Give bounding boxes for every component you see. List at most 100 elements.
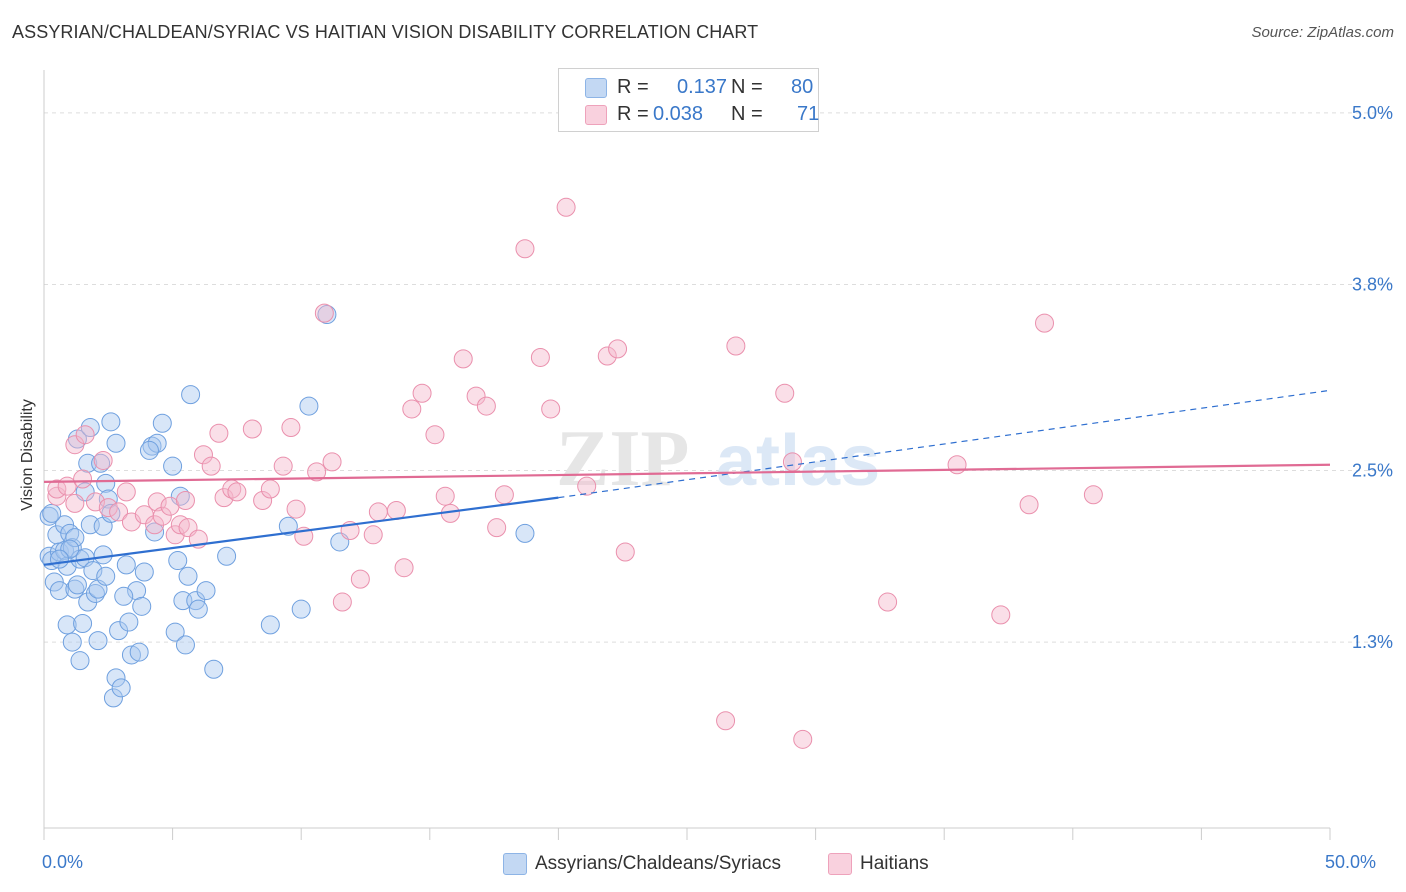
point-haitians (75, 425, 95, 445)
point-haitians (350, 569, 370, 589)
x-tick-max: 50.0% (1325, 852, 1377, 872)
y-tick-label: 2.5% (1352, 460, 1393, 480)
point-haitians (322, 452, 342, 472)
point-assyrians (163, 456, 183, 476)
point-assyrians (103, 688, 123, 708)
point-haitians (242, 419, 262, 439)
point-haitians (716, 711, 736, 731)
point-haitians (253, 490, 273, 510)
point-assyrians (175, 635, 195, 655)
point-assyrians (70, 651, 90, 671)
legend-swatch-blue (585, 78, 607, 98)
point-assyrians (96, 473, 116, 493)
point-assyrians (260, 615, 280, 635)
point-haitians (193, 445, 213, 465)
point-assyrians (168, 551, 188, 571)
legend-swatch-blue (503, 853, 527, 875)
stats-legend: R = 0.137 N = 80 R = 0.038 N = 71 (558, 68, 819, 132)
point-assyrians (106, 668, 126, 688)
point-assyrians (196, 581, 216, 601)
point-haitians (307, 462, 327, 482)
chart-title: ASSYRIAN/CHALDEAN/SYRIAC VS HAITIAN VISI… (12, 22, 759, 42)
point-haitians (209, 423, 229, 443)
point-haitians (726, 336, 746, 356)
point-assyrians (515, 523, 535, 543)
point-assyrians (111, 678, 131, 698)
point-haitians (152, 506, 172, 526)
point-assyrians (139, 440, 159, 460)
point-assyrians (165, 622, 185, 642)
point-haitians (65, 435, 85, 455)
point-haitians (453, 349, 473, 369)
point-assyrians (73, 613, 93, 633)
point-assyrians (91, 453, 111, 473)
point-assyrians (65, 528, 85, 548)
point-assyrians (152, 413, 172, 433)
point-haitians (147, 492, 167, 512)
point-assyrians (93, 545, 113, 565)
point-haitians (273, 456, 293, 476)
point-haitians (314, 303, 334, 323)
point-haitians (363, 525, 383, 545)
point-haitians (466, 386, 486, 406)
point-assyrians (60, 539, 80, 559)
point-haitians (412, 383, 432, 403)
series-assyrians (39, 305, 535, 708)
point-haitians (556, 197, 576, 217)
point-haitians (530, 347, 550, 367)
point-haitians (281, 418, 301, 438)
n-value: 80 (791, 76, 814, 98)
point-assyrians (291, 599, 311, 619)
point-haitians (775, 383, 795, 403)
point-assyrians (83, 561, 103, 581)
point-haitians (1019, 495, 1039, 515)
r-value: 0.038 (653, 103, 704, 125)
point-assyrians (178, 566, 198, 586)
trend-line-assyrians-extension (558, 389, 1331, 499)
point-assyrians (39, 506, 59, 526)
point-haitians (487, 518, 507, 538)
y-tick-label: 3.8% (1352, 275, 1393, 295)
point-haitians (991, 605, 1011, 625)
point-haitians (402, 399, 422, 419)
point-haitians (73, 469, 93, 489)
point-assyrians (278, 516, 298, 536)
trend-line-assyrians (43, 496, 559, 566)
n-value: 71 (797, 103, 820, 125)
point-assyrians (181, 385, 201, 405)
point-haitians (577, 476, 597, 496)
r-label: R = (617, 103, 649, 125)
point-haitians (93, 450, 113, 470)
point-haitians (793, 729, 813, 749)
point-assyrians (62, 632, 82, 652)
x-tick-min: 0.0% (42, 852, 84, 872)
point-assyrians (49, 581, 69, 601)
point-haitians (515, 239, 535, 259)
point-haitians (435, 486, 455, 506)
point-assyrians (42, 503, 62, 523)
watermark-zip: ZIP (556, 415, 689, 503)
point-assyrians (127, 581, 147, 601)
point-haitians (541, 399, 561, 419)
point-haitians (1035, 313, 1055, 333)
point-assyrians (96, 566, 116, 586)
point-haitians (368, 502, 388, 522)
legend-swatch-pink (585, 105, 607, 125)
point-assyrians (129, 642, 149, 662)
n-label: N = (731, 103, 763, 125)
watermark: ZIP atlas (556, 415, 880, 503)
point-haitians (286, 499, 306, 519)
point-haitians (85, 492, 105, 512)
point-assyrians (119, 612, 139, 632)
point-haitians (476, 396, 496, 416)
point-haitians (98, 498, 118, 518)
point-haitians (175, 490, 195, 510)
point-assyrians (145, 522, 165, 542)
point-assyrians (217, 546, 237, 566)
watermark-atlas: atlas (716, 421, 880, 501)
legend-label: Haitians (860, 853, 929, 874)
point-haitians (332, 592, 352, 612)
point-haitians (116, 482, 136, 502)
point-haitians (947, 455, 967, 475)
